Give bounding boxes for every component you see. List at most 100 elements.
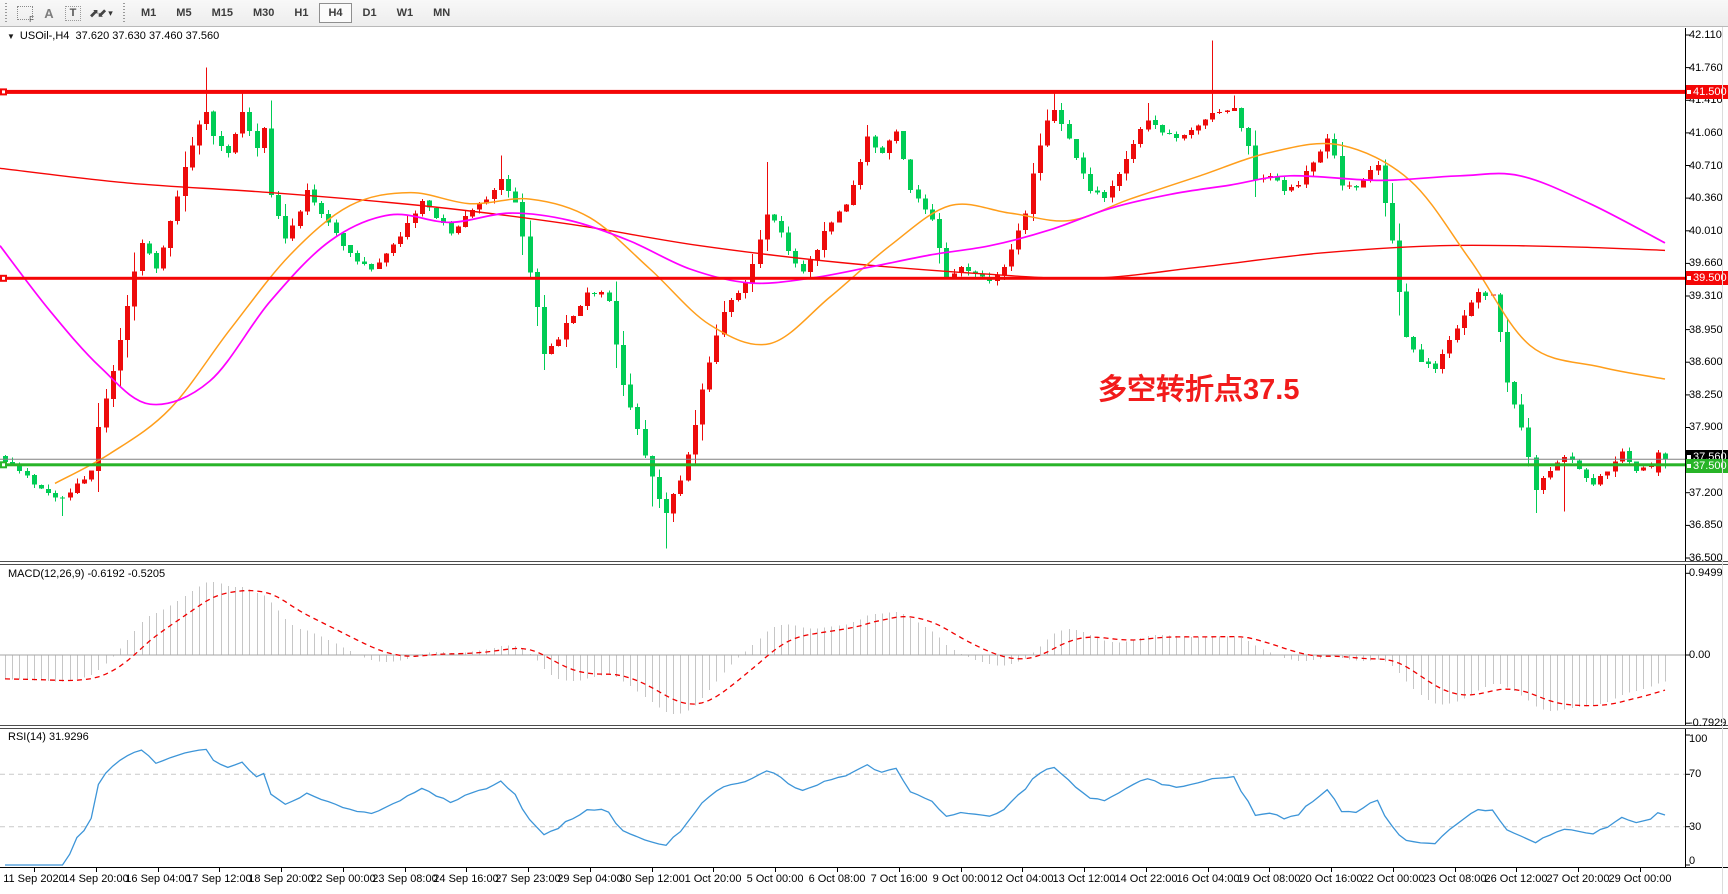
time-tick-mark xyxy=(837,868,838,872)
candle-body xyxy=(1340,156,1345,186)
timeframe-button-h4[interactable]: H4 xyxy=(319,3,352,23)
candle-body xyxy=(96,427,101,471)
timeframe-toolbar-grip[interactable] xyxy=(121,3,128,23)
fibonacci-tool-button[interactable]: F xyxy=(13,2,37,24)
time-axis-label: 22 Sep 00:00 xyxy=(310,873,376,885)
symbol-expander-icon[interactable]: ▼ xyxy=(7,31,15,41)
text-label-tool-button[interactable]: A xyxy=(37,2,61,24)
price-axis[interactable]: 42.110 41.760 41.410 41.060 40.710 40.360 40.0… xyxy=(1686,27,1728,867)
timeframe-button-w1[interactable]: W1 xyxy=(388,3,423,23)
candle-body xyxy=(140,243,145,272)
time-axis-label: 24 Sep 16:00 xyxy=(433,873,499,885)
candle-body xyxy=(1368,170,1373,180)
time-tick-mark xyxy=(219,868,220,872)
candle-body xyxy=(1505,332,1510,383)
candle-body xyxy=(283,216,288,239)
timeframe-button-d1[interactable]: D1 xyxy=(354,3,386,23)
symbol-info[interactable]: ▼ USOil-,H4 37.620 37.630 37.460 37.560 xyxy=(7,30,219,42)
candle-body xyxy=(1325,138,1330,152)
hline-39.500[interactable] xyxy=(0,274,1685,282)
time-tick-mark xyxy=(899,868,900,872)
candle-body xyxy=(1167,133,1172,135)
candle-body xyxy=(355,253,360,262)
candle-body xyxy=(822,231,827,250)
timeframe-button-m15[interactable]: M15 xyxy=(203,3,242,23)
macd-panel-plot[interactable] xyxy=(0,565,1728,725)
candle-body xyxy=(1512,382,1517,405)
timeframe-button-m5[interactable]: M5 xyxy=(167,3,200,23)
ma-magenta-line xyxy=(0,172,1666,406)
time-axis-label: 14 Sep 20:00 xyxy=(63,873,129,885)
candle-body xyxy=(391,244,396,254)
toolbar-grip[interactable] xyxy=(3,3,10,23)
main-macd-divider[interactable] xyxy=(0,561,1728,565)
candle-body xyxy=(1059,109,1064,125)
candle-body xyxy=(829,222,834,232)
candle-body xyxy=(1196,125,1201,131)
timeframe-button-mn[interactable]: MN xyxy=(424,3,459,23)
macd-rsi-divider[interactable] xyxy=(0,725,1728,729)
candle-body xyxy=(1088,174,1093,191)
candle-body xyxy=(405,223,410,238)
candle-body xyxy=(678,480,683,494)
timeframe-button-m30[interactable]: M30 xyxy=(244,3,283,23)
candle-body xyxy=(1620,451,1625,462)
candle-body xyxy=(17,465,22,472)
candle-body xyxy=(1153,120,1158,125)
candle-body xyxy=(1311,162,1316,172)
candle-body xyxy=(1376,165,1381,171)
candle-body xyxy=(1318,151,1323,163)
time-axis-label: 16 Oct 04:00 xyxy=(1176,873,1240,885)
candle-body xyxy=(427,200,432,208)
candle-body xyxy=(865,136,870,163)
candles-layer xyxy=(3,40,1668,549)
arrows-dropdown-caret[interactable]: ▾ xyxy=(103,2,115,24)
time-tick-mark xyxy=(1146,868,1147,872)
candle-body xyxy=(154,253,159,269)
candle-body xyxy=(499,179,504,190)
time-tick-mark xyxy=(96,868,97,872)
candle-body xyxy=(1332,138,1337,156)
arrows-tool-button[interactable]: ⬈⬋ xyxy=(85,2,109,24)
candle-body xyxy=(671,494,676,514)
candle-body xyxy=(1095,190,1100,193)
chart-annotation-text[interactable]: 多空转折点37.5 xyxy=(1098,374,1300,406)
hline-37.500[interactable] xyxy=(0,461,1685,469)
candle-body xyxy=(578,305,583,316)
candle-body xyxy=(959,267,964,273)
candle-body xyxy=(377,262,382,269)
candle-body xyxy=(413,213,418,223)
candle-body xyxy=(1390,203,1395,241)
candle-body xyxy=(1404,291,1409,337)
candle-body xyxy=(549,345,554,355)
price-tick-label: 36.850 xyxy=(1689,519,1723,531)
candle-body xyxy=(1045,120,1050,146)
candle-body xyxy=(204,111,209,124)
candle-body xyxy=(1067,124,1072,139)
macd-signal-line xyxy=(4,589,1666,707)
price-tick-label: 41.060 xyxy=(1689,127,1723,139)
hline-price-tag: 39.500 xyxy=(1686,271,1728,285)
candle-body xyxy=(657,476,662,499)
candle-body xyxy=(1455,328,1460,340)
rsi-panel-plot[interactable] xyxy=(0,729,1728,867)
timeframe-button-h1[interactable]: H1 xyxy=(285,3,317,23)
text-box-tool-button[interactable]: T xyxy=(61,2,85,24)
candle-body xyxy=(1555,462,1560,471)
time-axis-label: 6 Oct 08:00 xyxy=(808,873,866,885)
time-tick-mark xyxy=(1331,868,1332,872)
candle-body xyxy=(420,200,425,215)
candle-body xyxy=(477,203,482,210)
time-tick-mark xyxy=(528,868,529,872)
candle-body xyxy=(722,312,727,335)
rsi-label: RSI(14) 31.9296 xyxy=(8,731,89,743)
hline-41.500[interactable] xyxy=(0,88,1685,96)
macd-histogram xyxy=(5,582,1666,714)
candle-body xyxy=(1002,266,1007,276)
candle-body xyxy=(1225,110,1230,112)
candle-body xyxy=(219,136,224,146)
main-chart-plot[interactable] xyxy=(0,27,1728,561)
candle-body xyxy=(944,248,949,278)
macd-tick-label: 0.9499 xyxy=(1689,567,1723,579)
timeframe-button-m1[interactable]: M1 xyxy=(132,3,165,23)
